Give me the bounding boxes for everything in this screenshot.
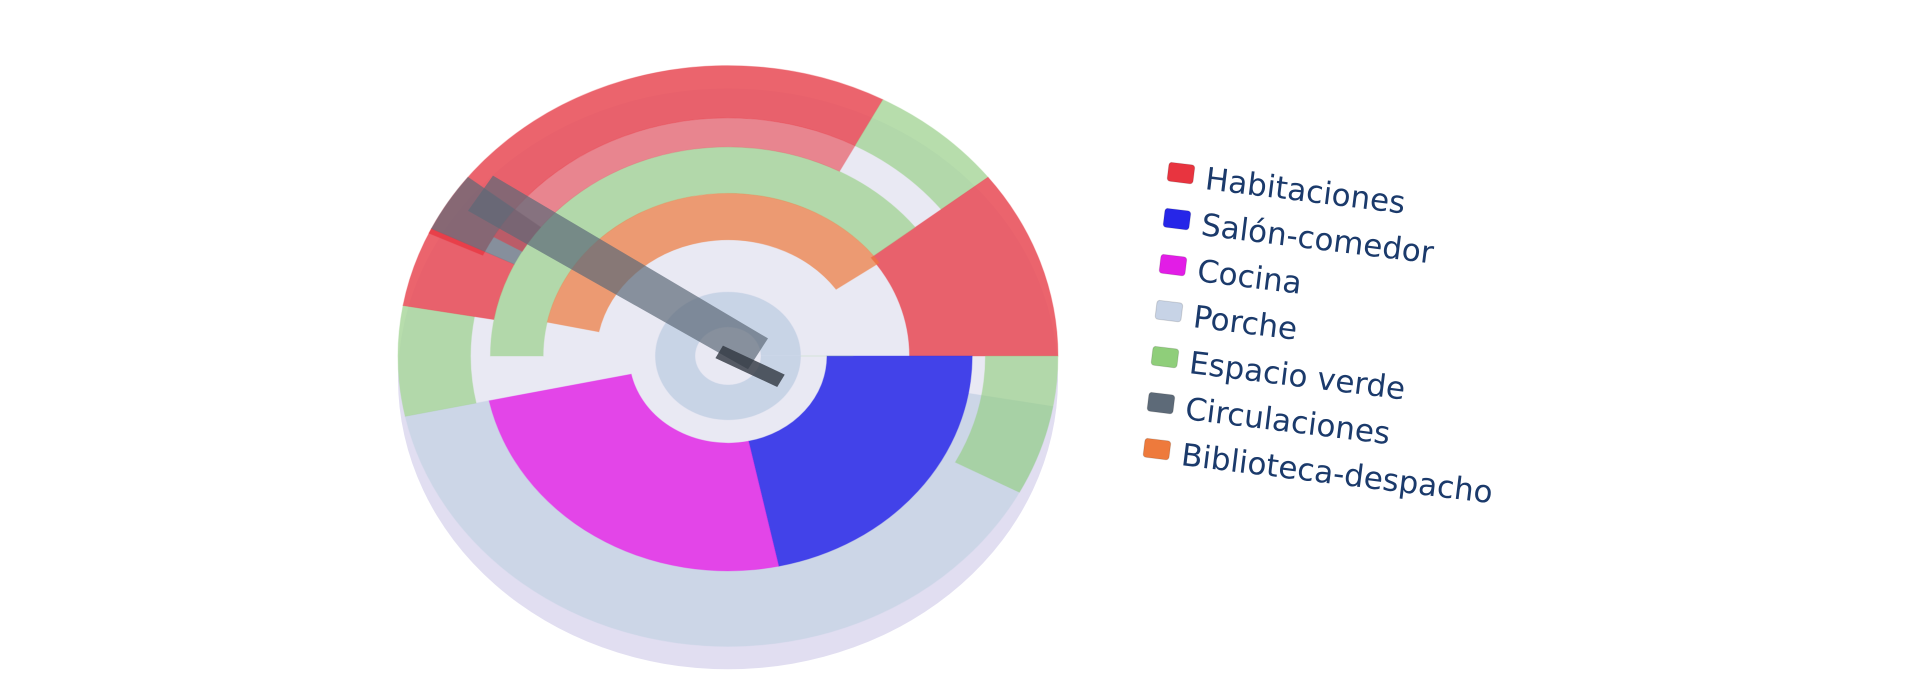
legend-item: Habitaciones <box>1166 161 1407 222</box>
legend-label: Biblioteca-despacho <box>1179 437 1494 511</box>
legend-label: Cocina <box>1195 253 1304 302</box>
space-sector <box>546 192 881 333</box>
legend-swatch <box>1166 161 1196 185</box>
legend-swatch <box>1158 253 1188 277</box>
space-sector <box>397 305 477 417</box>
center-slot <box>715 345 785 388</box>
space-sector <box>488 373 780 572</box>
legend: HabitacionesSalón-comedorCocinaPorcheEsp… <box>1142 161 1495 511</box>
legend-item: Cocina <box>1158 253 1304 302</box>
legend-swatch <box>1154 299 1184 323</box>
legend-item: Biblioteca-despacho <box>1142 437 1495 511</box>
legend-swatch <box>1146 391 1176 415</box>
space-sector <box>870 176 1059 357</box>
legend-swatch <box>1150 345 1180 369</box>
legend-item: Porche <box>1154 299 1299 348</box>
legend-label: Porche <box>1191 299 1299 347</box>
space-sector <box>954 355 1059 493</box>
corridor <box>468 175 768 370</box>
house-disc <box>397 65 1059 670</box>
legend-swatch <box>1142 437 1172 461</box>
space-sector <box>748 355 973 567</box>
space-sector <box>854 98 989 211</box>
legend-swatch <box>1162 207 1192 231</box>
